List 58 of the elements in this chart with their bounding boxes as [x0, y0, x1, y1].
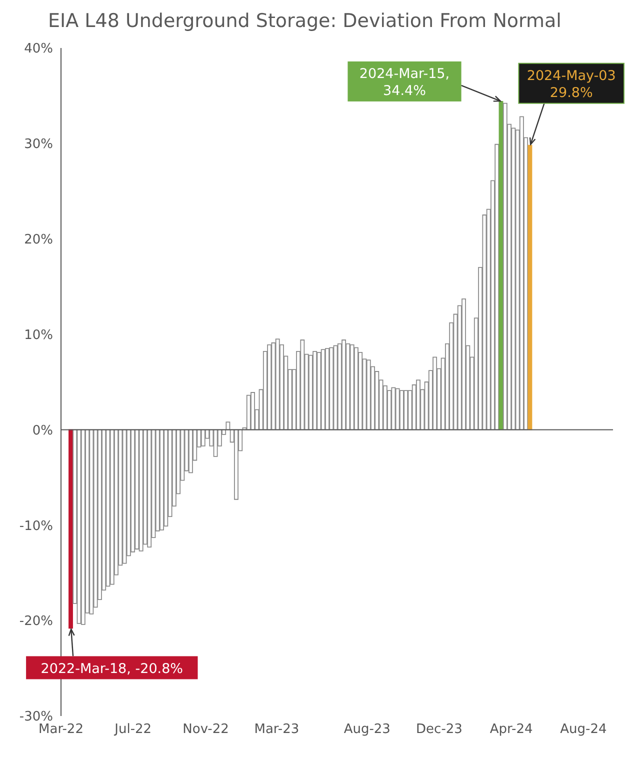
- y-tick-label: 30%: [24, 137, 53, 152]
- bar: [462, 298, 466, 430]
- bar: [147, 429, 152, 548]
- bar: [498, 100, 504, 430]
- x-tick-label: Mar-22: [38, 722, 84, 738]
- bar: [391, 387, 396, 430]
- y-tick-label: -20%: [19, 614, 53, 630]
- bar: [106, 429, 110, 587]
- bar: [271, 342, 276, 430]
- x-tick-label: Mar-23: [254, 722, 300, 738]
- bar: [416, 380, 420, 430]
- bar: [494, 144, 500, 430]
- bar: [138, 429, 144, 552]
- bar: [528, 144, 532, 430]
- bar: [519, 116, 524, 430]
- bar: [502, 102, 508, 430]
- x-tick-label: Aug-23: [344, 722, 390, 738]
- annotation: 2024-Mar-15, 34.4%: [359, 66, 450, 100]
- bar: [432, 356, 438, 430]
- x-tick-label: Dec-23: [416, 722, 462, 738]
- chart-title: EIA L48 Underground Storage: Deviation From Normal: [47, 9, 562, 34]
- bar: [80, 429, 86, 625]
- y-tick-label: -30%: [19, 710, 53, 725]
- bar: [300, 340, 305, 430]
- y-tick-label: 0%: [32, 423, 53, 438]
- y-tick-label: 10%: [24, 328, 53, 343]
- bar: [346, 343, 350, 430]
- bar: [188, 429, 193, 474]
- bar: [329, 347, 334, 430]
- bar: [160, 429, 164, 530]
- bar: [275, 338, 280, 430]
- bar: [130, 429, 136, 552]
- y-tick-label: -10%: [19, 518, 53, 534]
- x-tick-label: Apr-24: [490, 722, 533, 738]
- x-tick-label: Aug-24: [560, 722, 607, 738]
- bar: [110, 429, 114, 585]
- bar: [250, 392, 255, 430]
- annotation: 2022-Mar-18, -20.8%: [40, 660, 184, 677]
- bar: [89, 429, 94, 614]
- bar: [200, 429, 206, 446]
- bar: [134, 429, 140, 550]
- bar: [164, 429, 168, 527]
- x-tick-label: Jul-22: [114, 722, 152, 738]
- bar: [213, 429, 218, 457]
- bar: [122, 429, 127, 564]
- bar: [404, 390, 408, 430]
- y-tick-label: 20%: [24, 232, 53, 248]
- bar: [234, 429, 238, 500]
- x-tick-label: Nov-22: [182, 722, 229, 738]
- annotation: 2024-May-03 29.8%: [526, 68, 616, 102]
- bar: [366, 360, 371, 430]
- bar: [511, 128, 516, 430]
- bar: [76, 429, 82, 624]
- bar: [312, 351, 318, 430]
- bar: [342, 340, 346, 430]
- y-tick-label: 40%: [24, 42, 53, 57]
- bar: [68, 429, 73, 629]
- bar: [354, 347, 358, 430]
